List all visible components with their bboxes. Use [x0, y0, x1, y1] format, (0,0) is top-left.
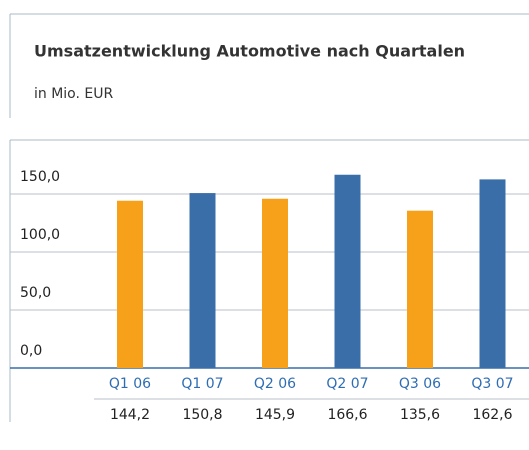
value-label: 144,2 [110, 407, 150, 423]
x-tick-label: Q2 06 [254, 376, 296, 392]
y-tick-label: 50,0 [20, 285, 51, 301]
bar [189, 193, 216, 368]
value-label: 166,6 [327, 407, 367, 423]
x-tick-label: Q1 06 [109, 376, 151, 392]
bar [262, 198, 288, 368]
bar [334, 174, 361, 368]
y-tick-label: 0,0 [20, 343, 42, 359]
x-tick-label: Q1 07 [181, 376, 223, 392]
x-tick-label: Q3 07 [471, 376, 513, 392]
value-label: 135,6 [400, 407, 440, 423]
bar [479, 179, 506, 368]
value-label: 145,9 [255, 407, 295, 423]
y-tick-label: 150,0 [20, 169, 60, 185]
y-tick-label: 100,0 [20, 227, 60, 243]
bar [407, 210, 433, 368]
x-tick-label: Q2 07 [326, 376, 368, 392]
value-label: 162,6 [472, 407, 512, 423]
chart-title: Umsatzentwicklung Automotive nach Quarta… [34, 42, 465, 61]
x-tick-label: Q3 06 [399, 376, 441, 392]
bar [117, 200, 143, 368]
value-label: 150,8 [182, 407, 222, 423]
chart-subtitle: in Mio. EUR [34, 86, 113, 102]
